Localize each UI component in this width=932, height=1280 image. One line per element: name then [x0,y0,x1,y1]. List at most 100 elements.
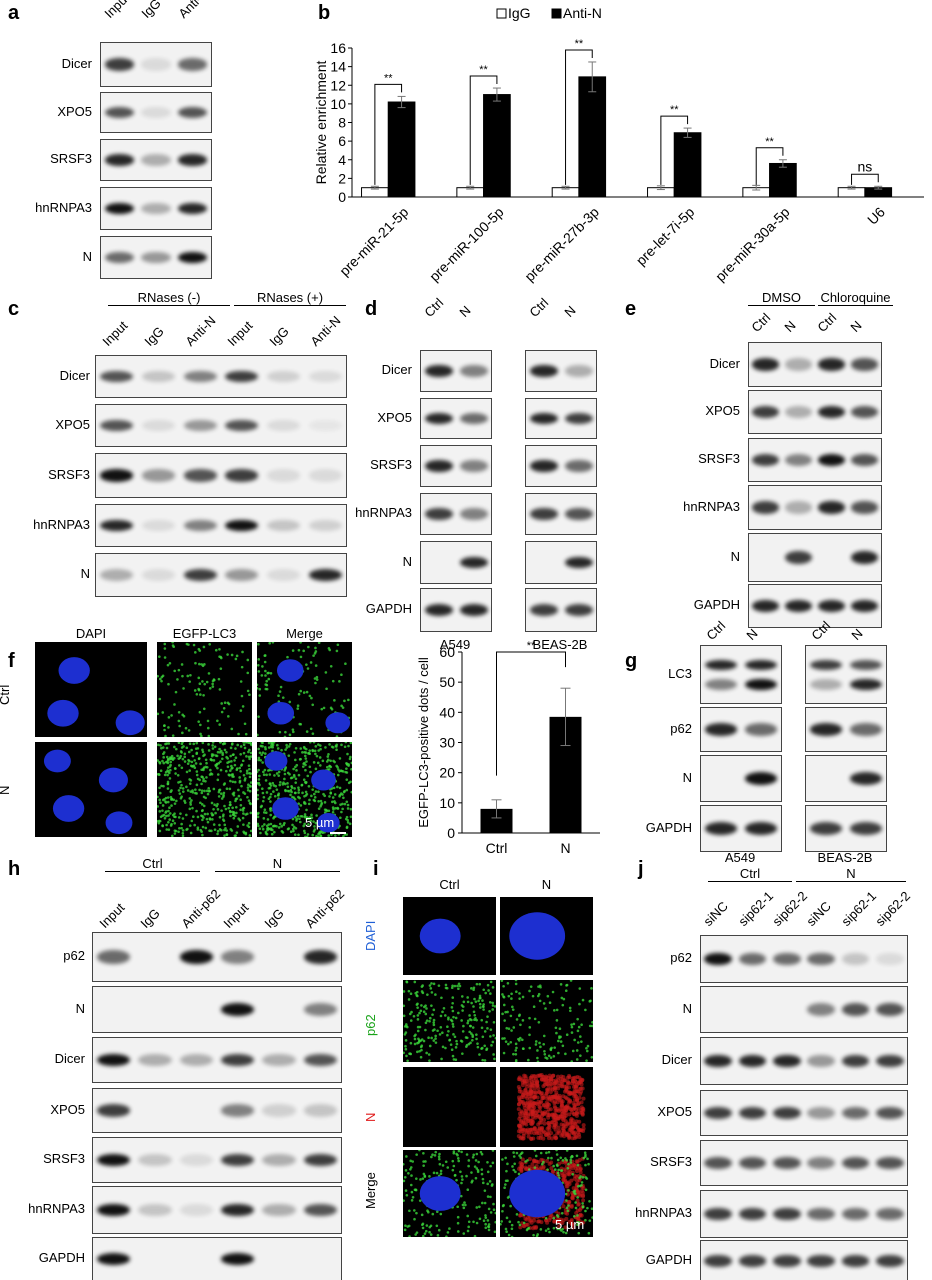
green-puncta [577,1025,581,1029]
merge-image [257,742,352,837]
nucleus [316,813,340,833]
green-puncta [179,754,183,758]
green-puncta [446,1025,449,1029]
green-puncta [328,743,331,746]
green-puncta [180,783,183,787]
green-puncta [483,1030,487,1033]
green-puncta [410,1010,413,1014]
green-puncta [211,818,214,821]
green-puncta [508,1220,512,1223]
green-puncta [561,1003,565,1007]
red-signal [562,1122,567,1127]
protein-band [308,419,342,432]
green-puncta [215,762,219,766]
green-puncta [312,798,316,802]
red-signal [538,1105,543,1110]
protein-band [752,454,779,466]
green-puncta [519,1152,523,1156]
green-puncta [314,752,317,756]
green-puncta [313,792,316,796]
green-puncta [482,1219,486,1223]
green-puncta [487,989,490,992]
green-puncta [449,1018,453,1022]
green-puncta [332,786,336,790]
blot-n [100,236,212,279]
red-signal [522,1073,527,1078]
green-puncta [345,761,348,765]
green-puncta [157,805,159,808]
red-signal [575,1089,580,1094]
green-puncta [291,827,295,831]
red-signal [561,1204,566,1209]
green-puncta [181,787,185,790]
green-puncta [345,815,349,819]
green-puncta [248,757,251,761]
green-puncta [451,1054,455,1058]
green-puncta [160,675,164,679]
protein-band [178,154,208,166]
green-puncta [316,761,320,765]
green-puncta [311,788,315,791]
green-puncta [185,785,188,789]
green-puncta [163,728,166,732]
panel-label-d: d [365,298,378,320]
row-label: p62 [363,1014,378,1036]
green-puncta [344,742,348,744]
protein-band [141,519,176,532]
red-signal [539,1073,544,1078]
red-signal [578,1167,583,1172]
protein-band [459,460,488,472]
green-puncta [291,728,295,731]
green-puncta [404,1224,407,1227]
green-puncta [163,642,167,646]
green-puncta [569,1009,572,1013]
green-puncta [248,834,252,837]
red-signal [532,1125,537,1130]
green-puncta [317,807,321,810]
blot-lc3 [805,645,887,704]
green-puncta [346,821,350,824]
nucleus [105,811,133,835]
green-puncta [493,1005,496,1008]
green-puncta [244,832,248,836]
protein-band [818,600,845,612]
column-header: Merge [286,626,323,641]
green-puncta [219,792,223,795]
green-puncta [269,800,272,803]
blot-p62 [805,707,887,752]
blot-xpo5 [525,398,597,439]
green-puncta [559,1040,563,1043]
green-puncta [223,742,227,745]
blot-xpo5 [700,1090,908,1136]
green-puncta [350,790,352,794]
green-puncta [471,1156,475,1159]
red-signal [573,1075,578,1080]
green-puncta [273,794,277,798]
green-puncta [283,777,286,781]
green-puncta [506,1162,509,1166]
green-puncta [489,1035,492,1038]
green-puncta [283,772,287,776]
green-puncta [286,789,290,793]
p62-image [500,980,593,1062]
green-puncta [453,1174,457,1177]
green-puncta [240,784,243,788]
green-puncta [432,1008,436,1012]
green-puncta [185,770,189,774]
protein-band [104,251,134,264]
p62-image [403,980,496,1062]
green-puncta [163,773,167,777]
green-puncta [570,1154,574,1158]
blot-xpo5 [95,404,347,447]
red-signal [549,1160,554,1165]
green-puncta [534,1043,538,1046]
protein-band [262,1153,296,1167]
n-image [403,1067,496,1147]
row-label: hnRNPA3 [683,498,740,514]
green-puncta [346,818,349,822]
green-puncta [199,762,202,766]
green-puncta [201,680,204,683]
green-puncta [185,746,189,750]
green-puncta [478,1217,482,1221]
protein-band-lower [745,679,777,691]
